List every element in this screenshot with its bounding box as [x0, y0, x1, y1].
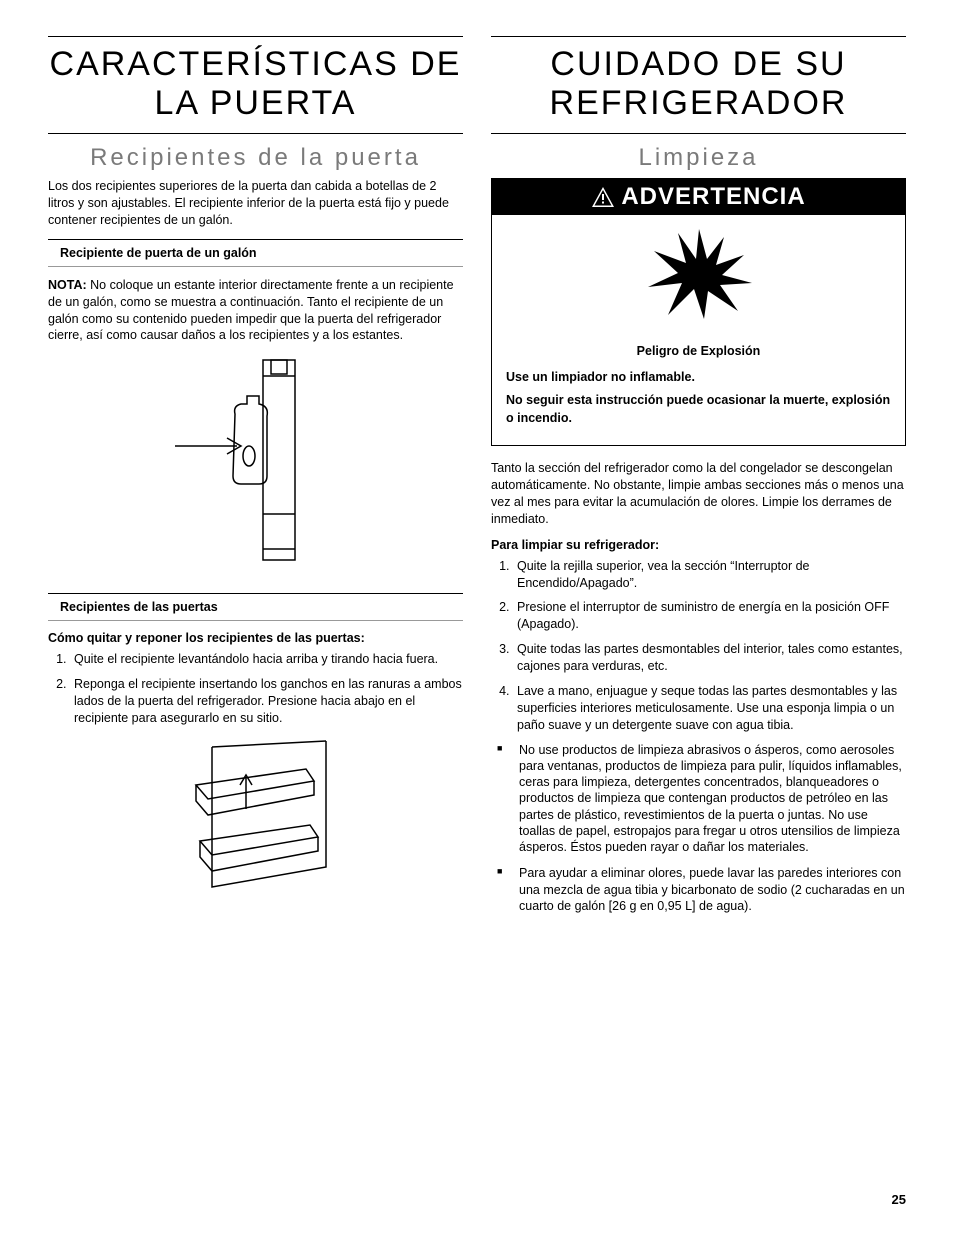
left-step-1: Quite el recipiente levantándolo hacia a… [70, 651, 463, 668]
warning-box: ADVERTENCIA Peligro de Explosión Use un … [491, 178, 906, 446]
right-subsection: Limpieza [491, 144, 906, 172]
two-column-layout: CARACTERÍSTICAS DE LA PUERTA Recipientes… [48, 36, 906, 924]
note-paragraph: NOTA: No coloque un estante interior dir… [48, 277, 463, 345]
left-subsection: Recipientes de la puerta [48, 144, 463, 172]
right-step-2: Presione el interruptor de suministro de… [513, 599, 906, 633]
rule-sub-right [491, 133, 906, 134]
warning-body: Peligro de Explosión Use un limpiador no… [492, 329, 905, 445]
left-steps: Quite el recipiente levantándolo hacia a… [48, 651, 463, 727]
figure-gallon-bin [48, 354, 463, 579]
left-step-2: Reponga el recipiente insertando los gan… [70, 676, 463, 727]
right-step-4: Lave a mano, enjuague y seque todas las … [513, 683, 906, 734]
right-main-title: CUIDADO DE SU REFRIGERADOR [491, 45, 906, 123]
warning-line2: No seguir esta instrucción puede ocasion… [506, 392, 891, 427]
warning-header: ADVERTENCIA [492, 179, 905, 215]
figure-door-bins [48, 737, 463, 902]
note-text: No coloque un estante interior directame… [48, 278, 454, 343]
warning-word: ADVERTENCIA [621, 183, 805, 211]
rule-top-left [48, 36, 463, 37]
rule-sub-left [48, 133, 463, 134]
right-step-3: Quite todas las partes desmontables del … [513, 641, 906, 675]
clean-title: Para limpiar su refrigerador: [491, 538, 906, 552]
right-steps: Quite la rejilla superior, vea la secció… [491, 558, 906, 734]
subhead-gallon-bin: Recipiente de puerta de un galón [48, 239, 463, 267]
page-number: 25 [892, 1192, 906, 1207]
note-label: NOTA: [48, 278, 87, 292]
warning-hazard: Peligro de Explosión [506, 343, 891, 361]
left-column: CARACTERÍSTICAS DE LA PUERTA Recipientes… [48, 36, 463, 924]
right-intro: Tanto la sección del refrigerador como l… [491, 460, 906, 528]
left-main-title: CARACTERÍSTICAS DE LA PUERTA [48, 45, 463, 123]
howto-title: Cómo quitar y reponer los recipientes de… [48, 631, 463, 645]
warning-line1: Use un limpiador no inflamable. [506, 369, 891, 387]
right-step-1: Quite la rejilla superior, vea la secció… [513, 558, 906, 592]
gallon-bin-illustration [171, 354, 341, 574]
bullet-2: Para ayudar a eliminar olores, puede lav… [515, 865, 906, 914]
alert-triangle-icon [591, 186, 615, 208]
explosion-icon [492, 215, 905, 329]
bullet-1: No use productos de limpieza abrasivos o… [515, 742, 906, 856]
right-column: CUIDADO DE SU REFRIGERADOR Limpieza ADVE… [491, 36, 906, 924]
left-intro: Los dos recipientes superiores de la pue… [48, 178, 463, 229]
right-bullets: No use productos de limpieza abrasivos o… [491, 742, 906, 915]
rule-top-right [491, 36, 906, 37]
door-bins-illustration [156, 737, 356, 897]
subhead-door-bins: Recipientes de las puertas [48, 593, 463, 621]
